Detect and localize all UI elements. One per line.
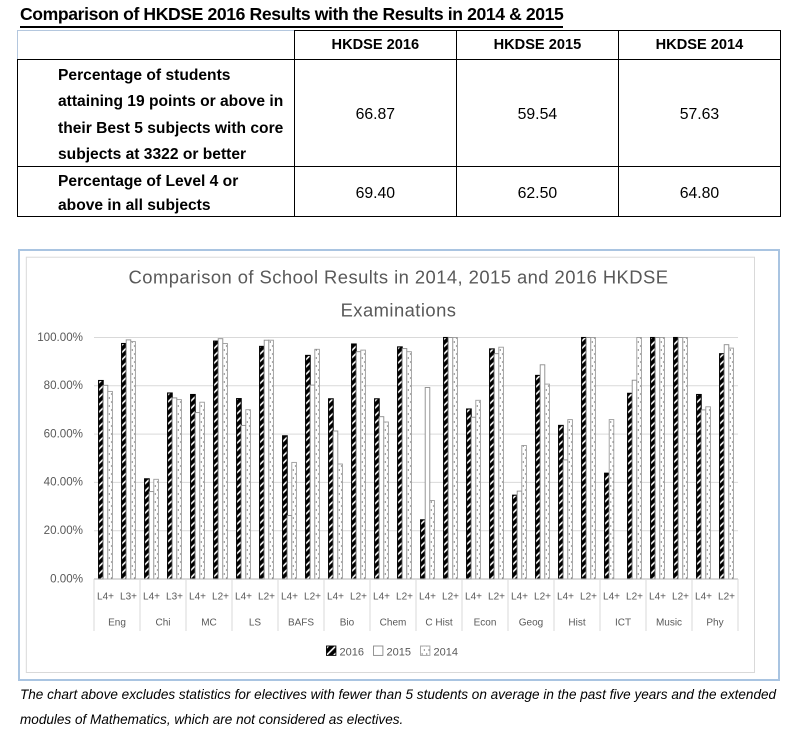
svg-text:L4+: L4+ (649, 592, 666, 603)
svg-text:Eng: Eng (108, 618, 126, 629)
svg-text:L4+: L4+ (97, 592, 114, 603)
svg-text:L4+: L4+ (189, 592, 206, 603)
svg-text:L2+: L2+ (672, 592, 689, 603)
svg-text:L4+: L4+ (373, 592, 390, 603)
svg-text:0.00%: 0.00% (50, 572, 83, 585)
svg-text:L2+: L2+ (718, 592, 735, 603)
svg-text:L2+: L2+ (304, 592, 321, 603)
svg-text:Chi: Chi (155, 618, 170, 629)
svg-text:L4+: L4+ (511, 592, 528, 603)
svg-text:40.00%: 40.00% (44, 476, 83, 489)
svg-text:Hist: Hist (568, 618, 585, 629)
svg-text:MC: MC (201, 618, 217, 629)
svg-text:Econ: Econ (474, 618, 497, 629)
svg-text:ICT: ICT (615, 618, 631, 629)
svg-text:Phy: Phy (706, 618, 723, 629)
svg-text:L4+: L4+ (281, 592, 298, 603)
svg-text:L2+: L2+ (442, 592, 459, 603)
svg-text:L2+: L2+ (396, 592, 413, 603)
svg-text:L2+: L2+ (350, 592, 367, 603)
svg-text:L4+: L4+ (327, 592, 344, 603)
svg-text:60.00%: 60.00% (44, 427, 83, 440)
svg-text:L2+: L2+ (534, 592, 551, 603)
svg-text:Examinations: Examinations (341, 300, 457, 321)
svg-text:L2+: L2+ (212, 592, 229, 603)
svg-text:L2+: L2+ (580, 592, 597, 603)
svg-text:L4+: L4+ (557, 592, 574, 603)
svg-text:L2+: L2+ (488, 592, 505, 603)
svg-text:Music: Music (656, 618, 682, 629)
svg-text:Chem: Chem (380, 618, 407, 629)
svg-text:Comparison of School Results i: Comparison of School Results in 2014, 20… (129, 267, 669, 288)
svg-text:BAFS: BAFS (288, 618, 314, 629)
svg-text:L3+: L3+ (120, 592, 137, 603)
svg-text:L4+: L4+ (465, 592, 482, 603)
svg-text:2015: 2015 (387, 647, 411, 659)
svg-text:C Hist: C Hist (425, 618, 452, 629)
svg-text:20.00%: 20.00% (44, 524, 83, 537)
svg-text:L4+: L4+ (695, 592, 712, 603)
svg-text:L4+: L4+ (419, 592, 436, 603)
svg-text:Geog: Geog (519, 618, 543, 629)
svg-text:L4+: L4+ (235, 592, 252, 603)
svg-text:LS: LS (249, 618, 262, 629)
svg-text:L2+: L2+ (258, 592, 275, 603)
svg-text:80.00%: 80.00% (44, 379, 83, 392)
svg-text:2014: 2014 (434, 647, 458, 659)
svg-text:100.00%: 100.00% (37, 331, 83, 344)
svg-text:L2+: L2+ (626, 592, 643, 603)
svg-text:L4+: L4+ (603, 592, 620, 603)
svg-text:2016: 2016 (340, 647, 364, 659)
svg-text:Bio: Bio (340, 618, 355, 629)
svg-text:L3+: L3+ (166, 592, 183, 603)
svg-text:L4+: L4+ (143, 592, 160, 603)
